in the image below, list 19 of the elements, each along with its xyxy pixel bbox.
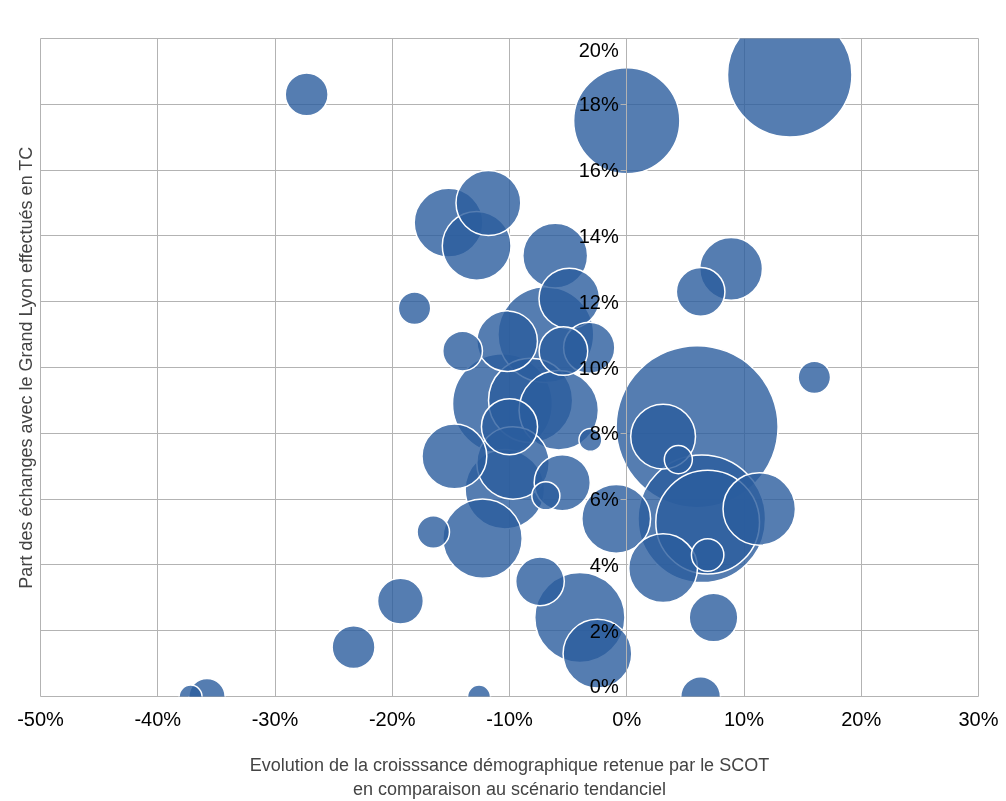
y-tick-label: 14% <box>578 224 619 247</box>
y-tick-label: 4% <box>589 553 619 576</box>
x-tick-label: 10% <box>723 707 765 730</box>
y-tick-label: 18% <box>578 93 619 116</box>
y-tick-label: 12% <box>578 290 619 313</box>
x-tick-label: -10% <box>486 707 534 730</box>
y-axis-title: Part des échanges avec le Grand Lyon effectués en TC <box>15 146 36 589</box>
x-tick-label: 0% <box>612 707 642 730</box>
x-tick-label: 30% <box>958 707 999 730</box>
y-tick-label: 2% <box>589 619 619 642</box>
x-axis-title: Evolution de la croisssance démographique retenue par le SCOT en comparaison au scénario tendanciel <box>249 754 770 799</box>
y-tick-label: 20% <box>578 38 619 61</box>
x-tick-label: -20% <box>368 707 416 730</box>
x-tick-label: -40% <box>134 707 182 730</box>
x-tick-label: 20% <box>841 707 882 730</box>
y-tick-label: 6% <box>589 488 619 511</box>
y-tick-label: 16% <box>578 159 619 182</box>
x-tick-label: -30% <box>251 707 299 730</box>
x-tick-label: -50% <box>17 707 65 730</box>
